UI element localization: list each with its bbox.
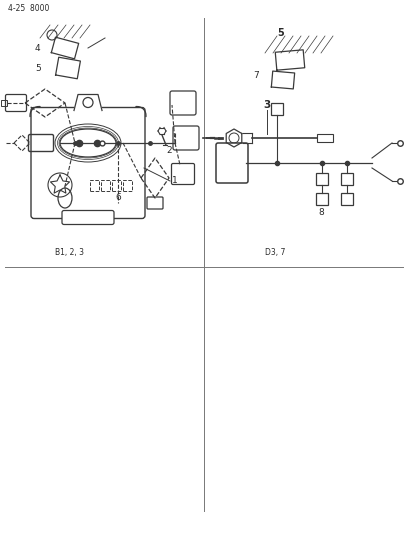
Text: 2: 2 — [166, 146, 172, 155]
Bar — [341, 173, 353, 185]
Text: 4-25  8000: 4-25 8000 — [8, 4, 49, 13]
Text: 8: 8 — [318, 208, 324, 217]
FancyBboxPatch shape — [31, 108, 145, 219]
Polygon shape — [226, 129, 242, 147]
Text: 5: 5 — [35, 64, 41, 73]
Bar — [123, 180, 132, 191]
Text: 4: 4 — [35, 44, 41, 53]
Bar — [316, 173, 328, 185]
FancyBboxPatch shape — [62, 211, 114, 224]
Text: 5: 5 — [277, 28, 284, 38]
Text: 7: 7 — [253, 71, 259, 80]
Bar — [101, 180, 110, 191]
Bar — [90, 180, 99, 191]
Bar — [1, 100, 7, 106]
Bar — [271, 103, 283, 115]
Bar — [341, 193, 353, 205]
Bar — [317, 134, 333, 142]
Text: 6: 6 — [115, 193, 121, 202]
Bar — [112, 180, 121, 191]
FancyBboxPatch shape — [216, 143, 248, 183]
Text: D3, 7: D3, 7 — [265, 248, 285, 257]
Bar — [316, 193, 328, 205]
Text: B1, 2, 3: B1, 2, 3 — [55, 248, 84, 257]
Text: 1: 1 — [172, 176, 178, 185]
Text: 3: 3 — [263, 100, 270, 110]
Polygon shape — [74, 94, 102, 110]
